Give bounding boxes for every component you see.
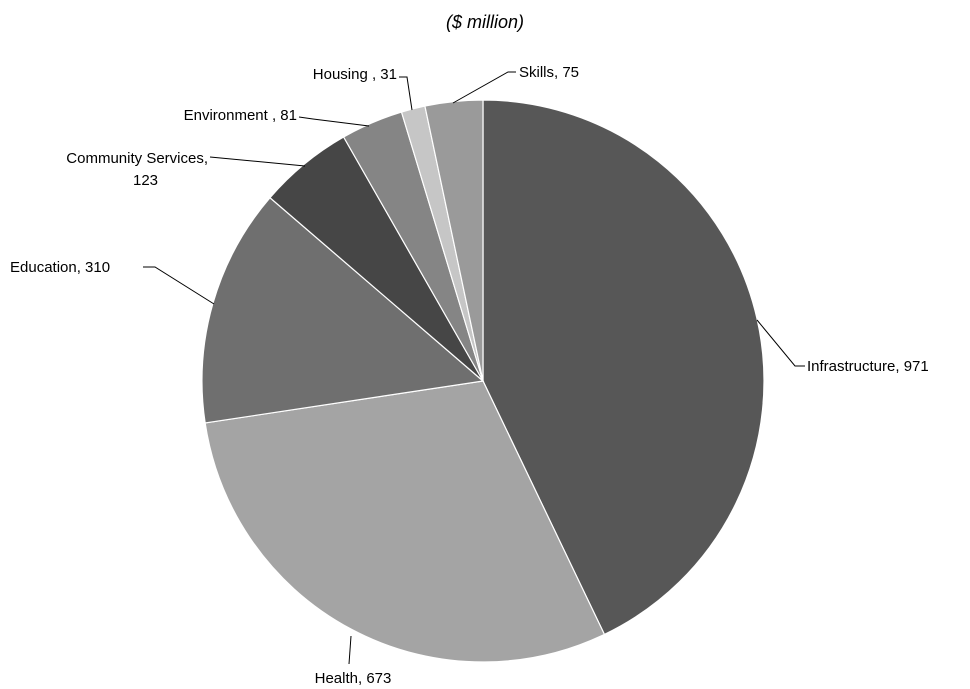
slice-skills: [424, 99, 484, 382]
slice-health: [204, 380, 606, 663]
leader-line-skills: [452, 71, 516, 104]
label-community-services: Community Services, 123: [66, 150, 208, 189]
leader-line-health: [348, 635, 352, 665]
leader-line-community-services: [209, 156, 306, 167]
chart-title: ($ million): [445, 12, 524, 32]
label-environment: Environment , 81: [184, 107, 297, 124]
leader-line-infrastructure: [756, 319, 805, 367]
label-housing: Housing , 31: [313, 66, 397, 83]
label-health: Health, 673: [315, 670, 392, 687]
leader-line-environment: [298, 116, 370, 127]
label-education: Education, 310: [10, 259, 110, 276]
slice-labels: Infrastructure, 971 Health, 673 Education,…: [10, 64, 929, 687]
slice-infrastructure: [482, 99, 765, 636]
label-infrastructure: Infrastructure, 971: [807, 358, 929, 375]
leader-lines: [143, 71, 805, 665]
leader-line-housing: [399, 76, 413, 111]
pie-slices: [201, 99, 765, 663]
leader-line-education: [143, 266, 215, 305]
label-skills: Skills, 75: [519, 64, 579, 81]
